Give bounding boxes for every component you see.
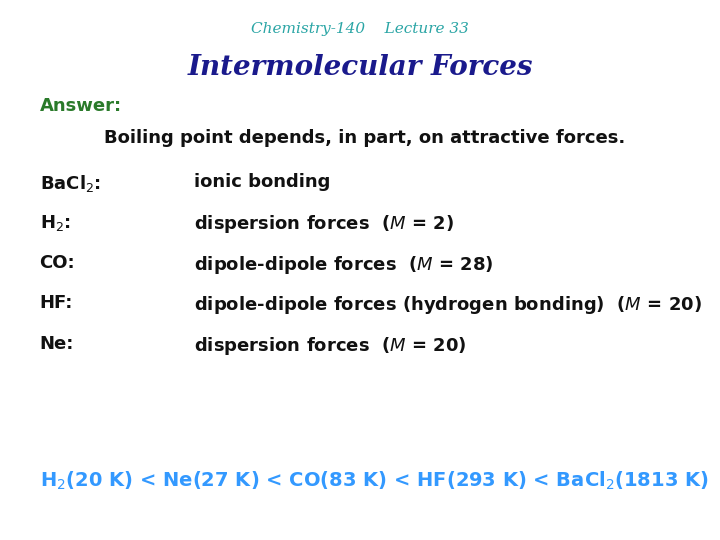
Text: Boiling point depends, in part, on attractive forces.: Boiling point depends, in part, on attra…: [104, 129, 626, 146]
Text: CO:: CO:: [40, 254, 75, 272]
Text: Chemistry-140    Lecture 33: Chemistry-140 Lecture 33: [251, 22, 469, 36]
Text: Intermolecular Forces: Intermolecular Forces: [187, 54, 533, 81]
Text: dispersion forces  ($M$ = 20): dispersion forces ($M$ = 20): [194, 335, 467, 357]
Text: dispersion forces  ($M$ = 2): dispersion forces ($M$ = 2): [194, 213, 454, 235]
Text: HF:: HF:: [40, 294, 73, 312]
Text: dipole-dipole forces  ($M$ = 28): dipole-dipole forces ($M$ = 28): [194, 254, 494, 276]
Text: ionic bonding: ionic bonding: [194, 173, 330, 191]
Text: H$_2$:: H$_2$:: [40, 213, 71, 233]
Text: H$_2$(20 K) < Ne(27 K) < CO(83 K) < HF(293 K) < BaCl$_2$(1813 K): H$_2$(20 K) < Ne(27 K) < CO(83 K) < HF(2…: [40, 470, 708, 492]
Text: BaCl$_2$:: BaCl$_2$:: [40, 173, 101, 194]
Text: dipole-dipole forces (hydrogen bonding)  ($M$ = 20): dipole-dipole forces (hydrogen bonding) …: [194, 294, 702, 316]
Text: Answer:: Answer:: [40, 97, 122, 115]
Text: Ne:: Ne:: [40, 335, 74, 353]
